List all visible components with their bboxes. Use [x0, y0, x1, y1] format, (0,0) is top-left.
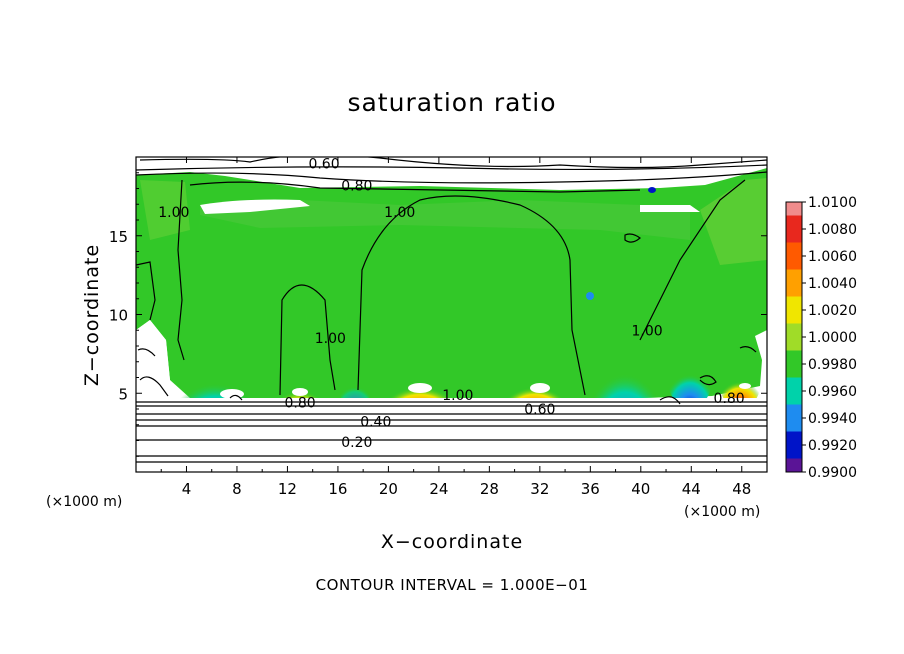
- x-tick-label: 8: [232, 480, 242, 498]
- x-tick-label: 24: [429, 480, 448, 498]
- colorbar-label: 1.0000: [808, 330, 857, 346]
- heatmap-field: [136, 157, 767, 472]
- contour-label: 0.40: [360, 415, 391, 431]
- contour-label: 1.00: [158, 205, 189, 221]
- colorbar-swatch: [786, 377, 802, 405]
- colorbar-label: 1.0020: [808, 303, 857, 319]
- colorbar-label: 0.9920: [808, 438, 857, 454]
- colorbar-swatch: [786, 242, 802, 270]
- colorbar-swatch: [786, 458, 802, 472]
- colorbar-label: 0.9940: [808, 411, 857, 427]
- x-unit-left: (×1000 m): [46, 494, 122, 510]
- contour-label: 0.80: [341, 178, 372, 194]
- colorbar-label: 1.0080: [808, 222, 857, 238]
- x-tick-label: 16: [328, 480, 347, 498]
- colorbar-swatch: [786, 404, 802, 432]
- y-tick-label: 5: [118, 385, 128, 403]
- x-unit-right: (×1000 m): [684, 504, 760, 520]
- x-tick-label: 44: [682, 480, 701, 498]
- x-axis-ticks: 4 8 12 16 20 24 28 32 36 40 44 48: [160, 157, 751, 498]
- x-tick-label: 32: [530, 480, 549, 498]
- contour-label: 1.00: [315, 331, 346, 347]
- contour-label: 1.00: [384, 205, 415, 221]
- contour-label: 1.00: [632, 323, 663, 339]
- contour-label: 0.60: [524, 402, 555, 418]
- x-tick-label: 12: [278, 480, 297, 498]
- colorbar-swatch: [786, 269, 802, 297]
- y-tick-label: 10: [109, 307, 128, 325]
- colorbar-swatch: [786, 350, 802, 378]
- chart-title: saturation ratio: [347, 88, 557, 117]
- colorbar-swatch: [786, 296, 802, 324]
- colorbar-swatch: [786, 431, 802, 459]
- contour-lines: [136, 157, 767, 463]
- contour-label: 0.20: [341, 435, 372, 451]
- contour-label: 0.60: [308, 156, 339, 172]
- contour-label: 0.80: [284, 396, 315, 412]
- colorbar-label: 0.9960: [808, 384, 857, 400]
- contour-interval-note: CONTOUR INTERVAL = 1.000E−01: [315, 576, 589, 594]
- contour-label: 1.00: [442, 388, 473, 404]
- colorbar-label: 1.0100: [808, 195, 857, 211]
- y-tick-label: 15: [109, 228, 128, 246]
- colorbar-label: 0.9900: [808, 465, 857, 481]
- colorbar-label: 0.9980: [808, 357, 857, 373]
- colorbar-swatch: [786, 215, 802, 243]
- x-tick-label: 48: [732, 480, 751, 498]
- x-axis-label: X−coordinate: [381, 531, 523, 553]
- colorbar-label: 1.0060: [808, 249, 857, 265]
- x-tick-label: 40: [631, 480, 650, 498]
- x-tick-label: 20: [379, 480, 398, 498]
- colorbar-label: 1.0040: [808, 276, 857, 292]
- contour-label: 0.80: [714, 391, 745, 407]
- colorbar: 1.0100 1.0080 1.0060 1.0040 1.0020 1.0000 0.99…: [785, 195, 857, 481]
- colorbar-swatch: [786, 323, 802, 351]
- y-axis-ticks: 5 10 15: [109, 172, 767, 457]
- x-tick-label: 28: [480, 480, 499, 498]
- y-axis-label: Z−coordinate: [81, 244, 103, 386]
- colorbar-swatch: [786, 202, 802, 216]
- x-tick-label: 36: [581, 480, 600, 498]
- contour-label-layer: 0.600.801.00 1.001.00 1.001.000.80 0.600.80…: [158, 156, 745, 451]
- x-tick-label: 4: [182, 480, 192, 498]
